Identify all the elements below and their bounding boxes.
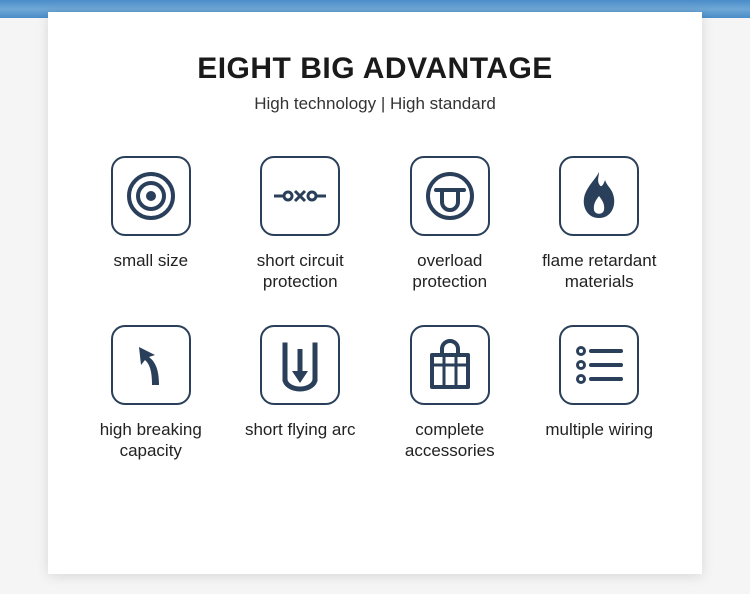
page-title: EIGHT BIG ADVANTAGE <box>68 52 682 86</box>
bag-icon <box>410 325 490 405</box>
list-icon <box>559 325 639 405</box>
overload-icon <box>410 156 490 236</box>
advantage-item: multiple wiring <box>529 325 671 462</box>
target-icon <box>111 156 191 236</box>
flame-icon <box>559 156 639 236</box>
advantage-item: overload protection <box>379 156 521 293</box>
advantage-label: complete accessories <box>380 419 520 462</box>
advantage-grid: small size short circuit protection <box>68 156 682 461</box>
advantage-label: flame retardant materials <box>529 250 669 293</box>
advantage-item: small size <box>80 156 222 293</box>
advantage-card: EIGHT BIG ADVANTAGE High technology | Hi… <box>48 12 702 574</box>
advantage-item: flame retardant materials <box>529 156 671 293</box>
circuit-icon <box>260 156 340 236</box>
advantage-label: short circuit protection <box>230 250 370 293</box>
arrow-back-icon <box>111 325 191 405</box>
advantage-label: overload protection <box>380 250 520 293</box>
advantage-item: complete accessories <box>379 325 521 462</box>
advantage-label: small size <box>113 250 188 271</box>
advantage-item: high breaking capacity <box>80 325 222 462</box>
advantage-item: short flying arc <box>230 325 372 462</box>
advantage-label: high breaking capacity <box>81 419 221 462</box>
advantage-label: short flying arc <box>245 419 356 440</box>
advantage-item: short circuit protection <box>230 156 372 293</box>
page-subtitle: High technology | High standard <box>68 94 682 114</box>
arc-down-icon <box>260 325 340 405</box>
advantage-label: multiple wiring <box>545 419 653 440</box>
